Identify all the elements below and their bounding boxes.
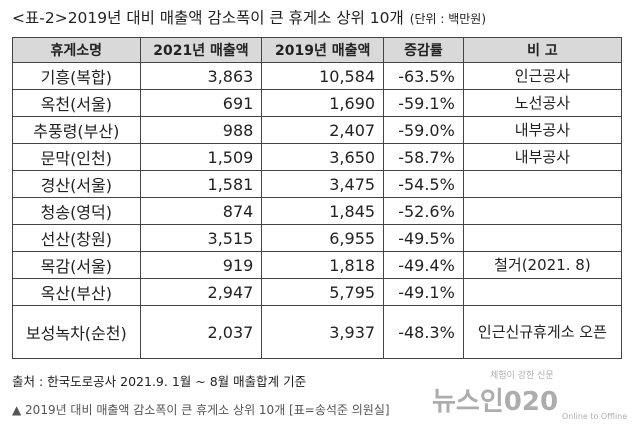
table-cell: 691 xyxy=(139,89,263,117)
table-cell xyxy=(462,170,623,198)
table-cell: 2,947 xyxy=(139,278,263,306)
table-cell: 인근신규휴게소 오픈 xyxy=(462,305,623,359)
table-cell: 10,584 xyxy=(261,62,385,90)
table-cell: -58.7% xyxy=(383,143,464,171)
table-cell: 선산(창원) xyxy=(12,224,141,252)
header-cell: 2021년 매출액 xyxy=(139,37,263,63)
table-row: 옥산(부산) 2,947 5,795 -49.1% xyxy=(12,278,623,306)
table-cell: 3,515 xyxy=(139,224,263,252)
table-cell: 1,818 xyxy=(261,251,385,279)
header-cell: 2019년 매출액 xyxy=(261,37,385,63)
table-cell: 919 xyxy=(139,251,263,279)
table-cell xyxy=(462,224,623,252)
table-cell: 내부공사 xyxy=(462,143,623,171)
table-row: 목감(서울) 919 1,818 -49.4% 철거(2021. 8) xyxy=(12,251,623,279)
table-cell: 2,037 xyxy=(139,305,263,359)
table-cell: 노선공사 xyxy=(462,89,623,117)
table-cell: 988 xyxy=(139,116,263,144)
table-cell: -59.1% xyxy=(383,89,464,117)
table-cell: -49.1% xyxy=(383,278,464,306)
table-cell: 옥산(부산) xyxy=(12,278,141,306)
unit: (단위 : 백만원) xyxy=(409,12,487,26)
table-cell: -48.3% xyxy=(383,305,464,359)
table-cell: 1,690 xyxy=(261,89,385,117)
table-row: 청송(영덕) 874 1,845 -52.6% xyxy=(12,197,623,225)
caption: ▲ 2019년 대비 매출액 감소폭이 큰 휴게소 상위 10개 [표=송석준 … xyxy=(12,403,390,417)
watermark-sub: Online to Offline xyxy=(562,412,628,421)
table-cell: 옥천(서울) xyxy=(12,89,141,117)
table-cell: -49.5% xyxy=(383,224,464,252)
table-cell: 6,955 xyxy=(261,224,385,252)
table-cell: 874 xyxy=(139,197,263,225)
table-cell: -49.4% xyxy=(383,251,464,279)
table-cell: 기흥(복합) xyxy=(12,62,141,90)
table-cell: 목감(서울) xyxy=(12,251,141,279)
table-cell: 3,863 xyxy=(139,62,263,90)
table-cell: 내부공사 xyxy=(462,116,623,144)
table-row: 선산(창원) 3,515 6,955 -49.5% xyxy=(12,224,623,252)
table-cell: 경산(서울) xyxy=(12,170,141,198)
table-row: 경산(서울) 1,581 3,475 -54.5% xyxy=(12,170,623,198)
table-row: 옥천(서울) 691 1,690 -59.1% 노선공사 xyxy=(12,89,623,117)
header-cell: 비 고 xyxy=(462,37,623,63)
table-row: 기흥(복합) 3,863 10,584 -63.5% 인근공사 xyxy=(12,62,623,90)
header-row: 휴게소명 2021년 매출액 2019년 매출액 증감률 비 고 xyxy=(12,37,623,63)
watermark-name: 뉴스인020 xyxy=(432,387,559,417)
header-cell: 증감률 xyxy=(383,37,464,63)
table-cell: 3,475 xyxy=(261,170,385,198)
table-cell: 2,407 xyxy=(261,116,385,144)
table-cell: 추풍령(부산) xyxy=(12,116,141,144)
table-row: 추풍령(부산) 988 2,407 -59.0% 내부공사 xyxy=(12,116,623,144)
table-row: 문막(인천) 1,509 3,650 -58.7% 내부공사 xyxy=(12,143,623,171)
table-cell xyxy=(462,278,623,306)
table-cell: 보성녹차(순천) xyxy=(12,305,141,359)
table-cell: 3,937 xyxy=(261,305,385,359)
table-cell: -54.5% xyxy=(383,170,464,198)
table-cell: -59.0% xyxy=(383,116,464,144)
table-cell: -52.6% xyxy=(383,197,464,225)
table-cell: 문막(인천) xyxy=(12,143,141,171)
table-cell: 인근공사 xyxy=(462,62,623,90)
header-cell: 휴게소명 xyxy=(12,37,141,63)
watermark: 체험이 강한 신문 뉴스인020 Online to Offline xyxy=(432,368,627,421)
table-cell: -63.5% xyxy=(383,62,464,90)
title: <표-2>2019년 대비 매출액 감소폭이 큰 휴게소 상위 10개 xyxy=(12,9,404,27)
table-cell: 철거(2021. 8) xyxy=(462,251,623,279)
title-line: <표-2>2019년 대비 매출액 감소폭이 큰 휴게소 상위 10개 (단위 :… xyxy=(12,6,486,28)
table: 휴게소명 2021년 매출액 2019년 매출액 증감률 비 고 기흥(복합) 3,863 1… xyxy=(12,37,623,359)
source: 출처 : 한국도로공사 2021.9. 1월 ~ 8월 매출합계 기준 xyxy=(12,374,307,389)
table-cell: 1,845 xyxy=(261,197,385,225)
table-cell xyxy=(462,197,623,225)
table-row: 보성녹차(순천) 2,037 3,937 -48.3% 인근신규휴게소 오픈 xyxy=(12,305,623,359)
table-cell: 1,581 xyxy=(139,170,263,198)
watermark-tagline: 체험이 강한 신문 xyxy=(490,371,554,381)
table-cell: 3,650 xyxy=(261,143,385,171)
table-cell: 청송(영덕) xyxy=(12,197,141,225)
table-cell: 5,795 xyxy=(261,278,385,306)
table-cell: 1,509 xyxy=(139,143,263,171)
